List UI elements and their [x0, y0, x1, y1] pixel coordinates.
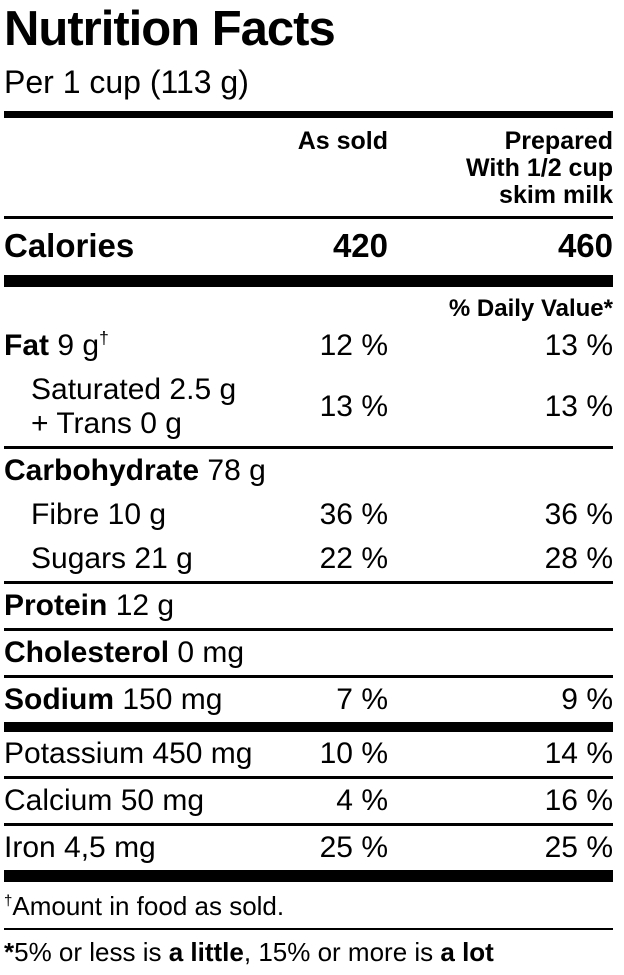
nutrient-row-fat: Fat 9 g† 12 % 13 % [4, 324, 613, 368]
value-prepared: 16 % [544, 784, 613, 818]
calories-prepared: 460 [557, 227, 613, 265]
rule-under-calcium [4, 823, 613, 827]
bar-heavy-under-sodium [4, 722, 613, 733]
serving-size: Per 1 cup (113 g) [4, 63, 249, 100]
nutrient-label: Fat 9 g† [4, 328, 109, 363]
nutrient-row-calcium: Calcium 50 mg 4 % 16 % [4, 779, 613, 823]
value-as-sold: 13 % [319, 390, 388, 424]
nutrient-label: Sugars 21 g [31, 542, 193, 576]
value-prepared: 28 % [544, 542, 613, 576]
nutrient-row-protein: Protein 12 g [4, 584, 613, 628]
value-as-sold: 10 % [319, 737, 388, 771]
dagger-mark: † [4, 892, 13, 910]
column-header-row: As sold Prepared With 1/2 cup skim milk [4, 118, 613, 216]
nutrient-row-sugars: Sugars 21 g 22 % 28 % [4, 537, 613, 581]
nutrient-label: Potassium 450 mg [4, 737, 253, 771]
bar-heavy-under-calories [4, 275, 613, 288]
rule-under-protein [4, 628, 613, 632]
calories-row: Calories 420 460 [4, 219, 613, 275]
calories-as-sold: 420 [332, 227, 388, 265]
nutrient-row-fibre: Fibre 10 g 36 % 36 % [4, 493, 613, 537]
nutrient-label: Cholesterol 0 mg [4, 636, 245, 670]
value-as-sold: 22 % [319, 542, 388, 576]
value-prepared: 25 % [544, 831, 613, 865]
nutrient-label: Iron 4,5 mg [4, 831, 156, 865]
value-as-sold: 12 % [319, 329, 388, 363]
rule-heavy-top [4, 111, 613, 119]
value-prepared: 14 % [544, 737, 613, 771]
column-header-prepared-line2: With 1/2 cup [465, 154, 613, 183]
nutrient-row-carbohydrate: Carbohydrate 78 g [4, 449, 613, 493]
value-prepared: 9 % [561, 683, 613, 717]
value-as-sold: 4 % [336, 784, 388, 818]
rule-under-cholesterol [4, 675, 613, 679]
value-prepared: 13 % [544, 329, 613, 363]
column-header-prepared-line1: Prepared [504, 127, 613, 156]
value-prepared: 36 % [544, 498, 613, 532]
daily-value-header: % Daily Value* [448, 295, 613, 323]
value-as-sold: 36 % [319, 498, 388, 532]
calories-label: Calories [4, 227, 135, 265]
nutrient-row-iron: Iron 4,5 mg 25 % 25 % [4, 826, 613, 870]
bar-heavy-under-iron [4, 870, 613, 883]
value-as-sold: 7 % [336, 683, 388, 717]
nutrient-row-potassium: Potassium 450 mg 10 % 14 % [4, 732, 613, 776]
footnote-daily-value: *5% or less is a little, 15% or more is … [4, 937, 494, 968]
nutrient-label: Carbohydrate 78 g [4, 454, 266, 488]
rule-under-fat-section [4, 446, 613, 450]
nutrient-label: Sodium 150 mg [4, 683, 223, 717]
nutrient-label: Protein 12 g [4, 589, 175, 623]
rule-under-carbohydrate-section [4, 581, 613, 585]
value-as-sold: 25 % [319, 831, 388, 865]
rule-under-potassium [4, 776, 613, 780]
rule-under-footnote [4, 928, 613, 931]
value-prepared: 13 % [544, 390, 613, 424]
column-header-as-sold: As sold [297, 127, 388, 156]
trans-line: + Trans 0 g [31, 407, 182, 441]
nutrient-row-saturated-trans: Saturated 2.5 g + Trans 0 g 13 % 13 % [4, 368, 613, 446]
nutrient-label: Fibre 10 g [31, 498, 167, 532]
nutrient-label: Saturated 2.5 g + Trans 0 g [4, 373, 276, 441]
dagger-mark: † [99, 328, 109, 349]
nutrient-row-cholesterol: Cholesterol 0 mg [4, 631, 613, 675]
rule-under-headers [4, 216, 613, 220]
nutrient-label: Calcium 50 mg [4, 784, 205, 818]
footnote-dagger: †Amount in food as sold. [4, 891, 285, 922]
column-header-prepared: Prepared With 1/2 cup skim milk [388, 128, 613, 209]
column-header-prepared-line3: skim milk [499, 181, 613, 210]
page-title: Nutrition Facts [4, 2, 336, 56]
saturated-line: Saturated 2.5 g [31, 373, 237, 407]
nutrient-row-sodium: Sodium 150 mg 7 % 9 % [4, 678, 613, 722]
